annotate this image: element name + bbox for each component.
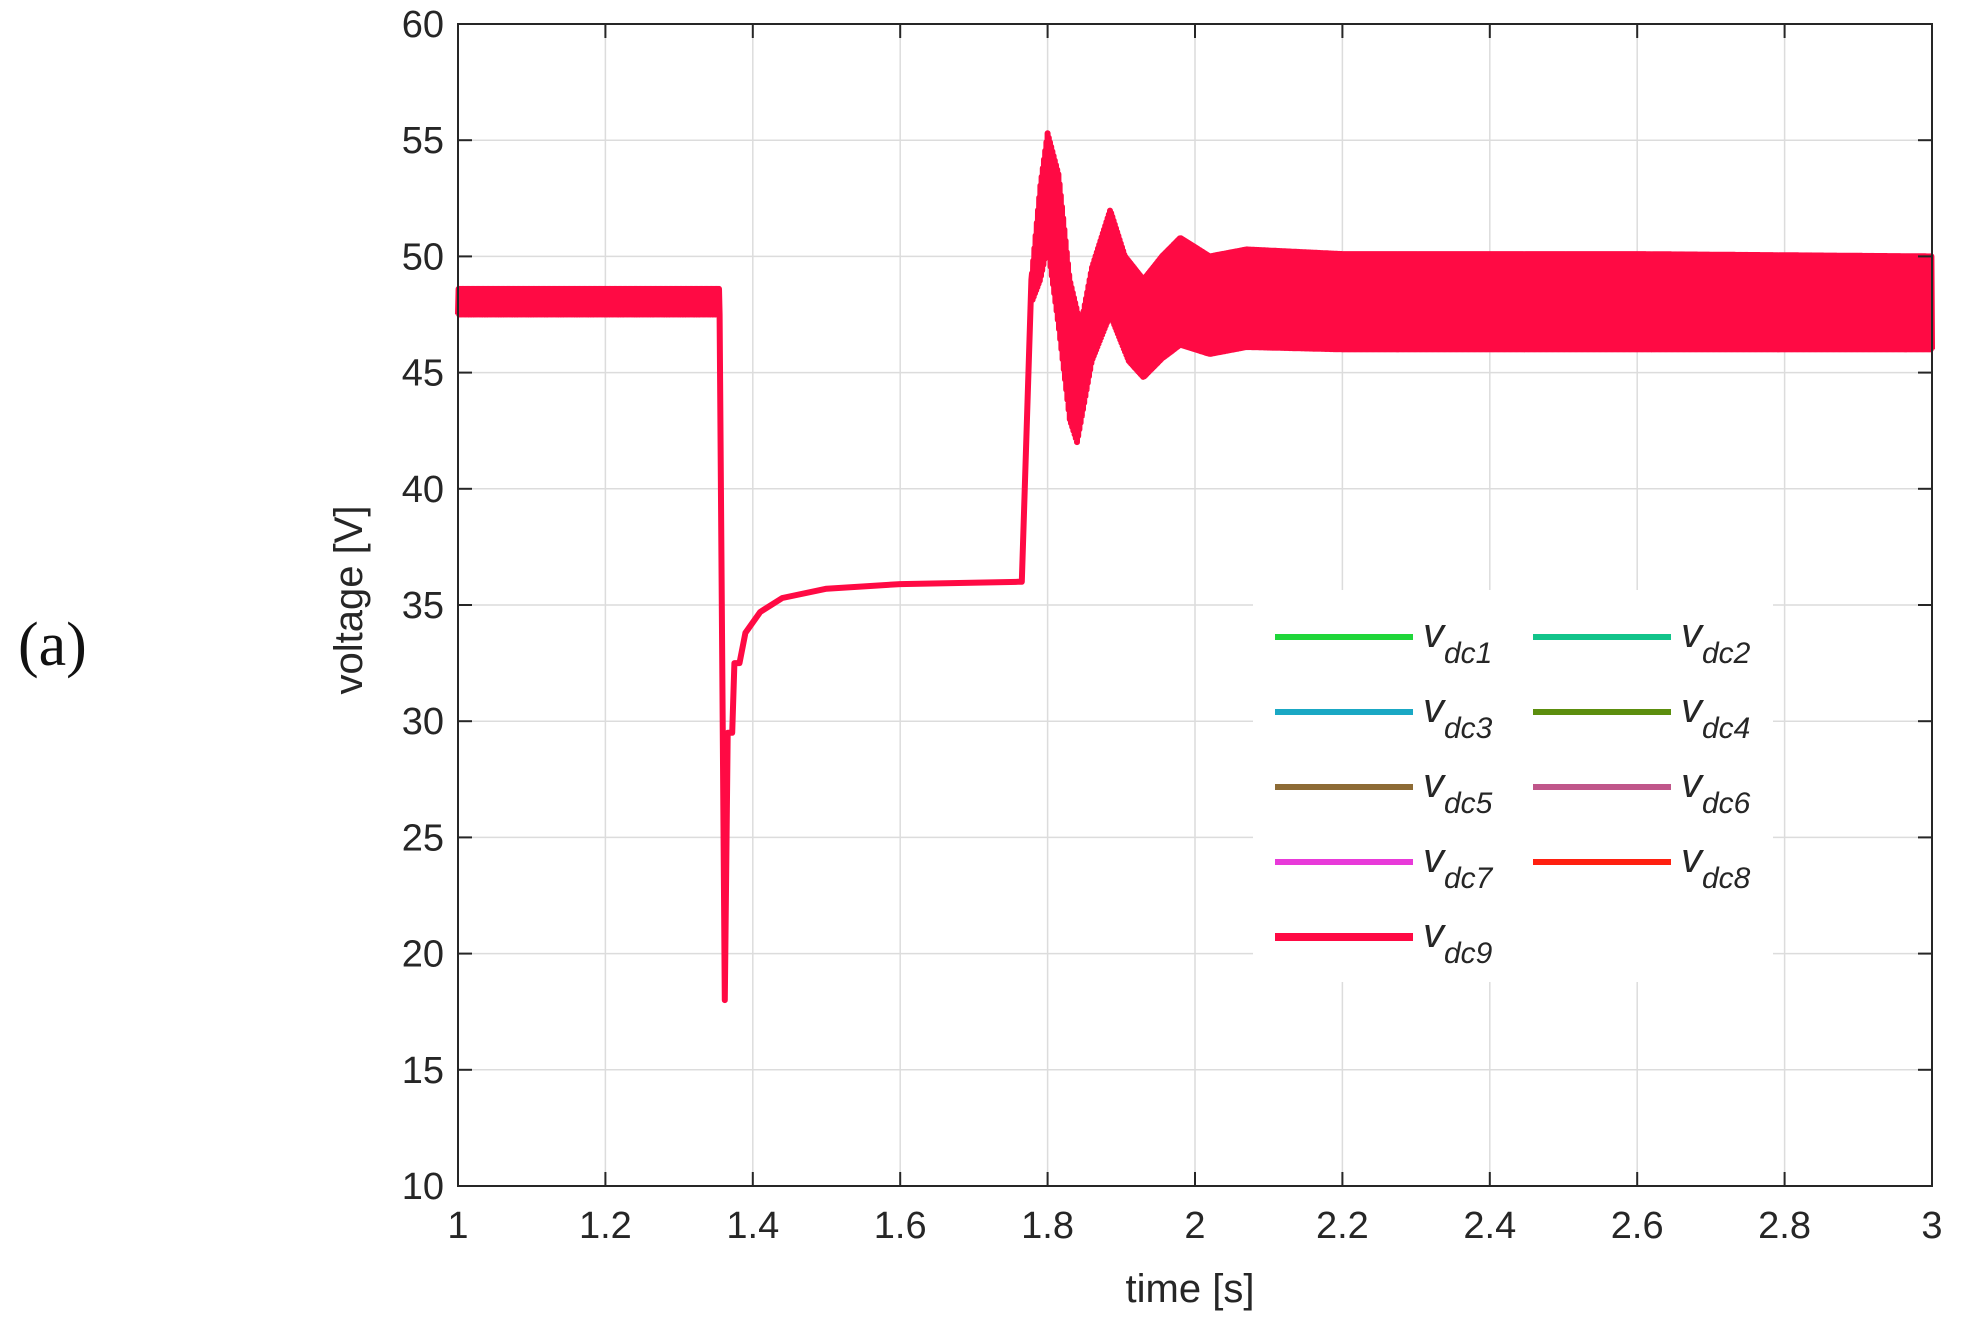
y-tick-label: 50 — [402, 236, 444, 278]
x-tick-label: 1.2 — [579, 1205, 632, 1247]
legend-label-dc6: vdc6 — [1681, 759, 1751, 820]
legend-label-dc4: vdc4 — [1681, 684, 1750, 745]
x-tick-label: 1 — [447, 1205, 468, 1247]
y-tick-label: 30 — [402, 701, 444, 743]
y-tick-label: 20 — [402, 934, 444, 976]
legend-label-dc8: vdc8 — [1681, 834, 1751, 895]
y-tick-label: 35 — [402, 585, 444, 627]
x-axis-label: time [s] — [1126, 1267, 1255, 1311]
legend-label-dc7: vdc7 — [1423, 834, 1494, 895]
x-tick-label: 2.6 — [1611, 1205, 1664, 1247]
y-tick-label: 40 — [402, 469, 444, 511]
y-tick-label: 60 — [402, 4, 444, 46]
x-tick-label: 2.8 — [1758, 1205, 1811, 1247]
plot-area — [455, 130, 1935, 1004]
legend-label-dc3: vdc3 — [1423, 684, 1493, 745]
series-line-dc9 — [455, 130, 1935, 1004]
x-tick-label: 1.8 — [1021, 1205, 1074, 1247]
y-tick-label: 25 — [402, 817, 444, 859]
y-tick-label: 10 — [402, 1166, 444, 1208]
legend: vdc1 vdc2 vdc3 vdc4 vdc5 vdc6 vdc7 vdc8 vdc9 — [1253, 590, 1773, 982]
legend-label-dc5: vdc5 — [1423, 759, 1493, 820]
x-tick-label: 2.2 — [1316, 1205, 1369, 1247]
legend-label-dc9: vdc9 — [1423, 909, 1493, 970]
x-tick-label: 2.4 — [1463, 1205, 1516, 1247]
panel-label: (a) — [18, 611, 87, 679]
y-tick-label: 45 — [402, 353, 444, 395]
x-tick-label: 1.4 — [726, 1205, 779, 1247]
x-tick-label: 2 — [1184, 1205, 1205, 1247]
y-tick-label: 55 — [402, 120, 444, 162]
x-tick-label: 1.6 — [874, 1205, 927, 1247]
axis-ticks: 1 1.2 1.4 1.6 1.8 2 2.2 2.4 2.6 2.8 3 10 15 20 25 30 35 4… — [402, 4, 1943, 1247]
legend-label-dc1: vdc1 — [1423, 609, 1492, 670]
x-tick-label: 3 — [1921, 1205, 1942, 1247]
y-axis-label: voltage [V] — [327, 505, 371, 694]
legend-label-dc2: vdc2 — [1681, 609, 1751, 670]
y-tick-label: 15 — [402, 1050, 444, 1092]
